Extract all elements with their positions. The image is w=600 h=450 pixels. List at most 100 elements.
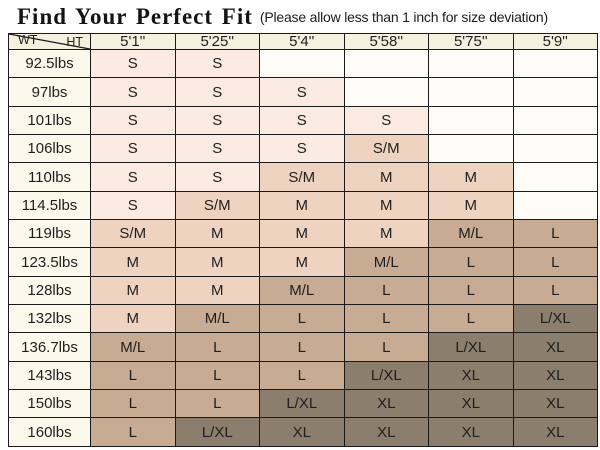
size-cell: L/XL: [174, 417, 260, 447]
size-cell: L: [428, 304, 514, 334]
page-title: Find Your Perfect Fit: [17, 3, 253, 29]
size-cell: XL: [259, 417, 345, 447]
size-cell: XL: [512, 360, 598, 391]
table-row: 160lbs L L/XL XL XL XL XL: [8, 417, 598, 447]
size-cell: S: [343, 105, 429, 136]
size-cell: L: [90, 360, 176, 391]
size-cell: L: [512, 219, 598, 249]
size-cell: S/M: [90, 219, 176, 249]
chart-header: Find Your Perfect Fit (Please allow less…: [0, 0, 600, 33]
corner-diagonal-line: [9, 34, 90, 49]
size-cell: L: [428, 247, 514, 277]
empty-cell: [512, 190, 598, 221]
table-row: 128lbs M M M/L L L L: [8, 275, 598, 306]
size-cell: XL: [428, 360, 514, 391]
weight-row-header: 110lbs: [8, 162, 91, 192]
size-cell: L: [90, 417, 176, 447]
size-cell: M: [259, 247, 345, 277]
weight-row-header: 123.5lbs: [8, 247, 91, 277]
table-row: 92.5lbs S S: [8, 48, 598, 79]
height-column-header: 5'58'': [343, 33, 429, 50]
size-cell: XL: [343, 417, 429, 447]
size-cell: L: [174, 389, 260, 419]
table-row: 101lbs S S S S: [8, 105, 598, 136]
weight-row-header: 92.5lbs: [8, 48, 91, 79]
weight-row-header: 136.7lbs: [8, 332, 91, 362]
size-cell: L: [512, 247, 598, 277]
weight-axis-label: WT: [18, 33, 38, 47]
weight-row-header: 128lbs: [8, 275, 91, 306]
size-cell: L: [428, 275, 514, 306]
table-row: 106lbs S S S S/M: [8, 134, 598, 164]
weight-row-header: 150lbs: [8, 389, 91, 419]
size-cell: L: [174, 332, 260, 362]
size-cell: L: [259, 332, 345, 362]
size-cell: M: [428, 162, 514, 192]
size-cell: S: [90, 77, 176, 107]
empty-cell: [512, 134, 598, 164]
size-cell: M: [343, 219, 429, 249]
size-cell: S: [90, 190, 176, 221]
size-cell: L/XL: [512, 304, 598, 334]
size-cell: M: [174, 247, 260, 277]
height-column-header: 5'9'': [512, 33, 598, 50]
size-cell: L: [259, 360, 345, 391]
size-cell: S: [90, 105, 176, 136]
size-cell: XL: [343, 389, 429, 419]
height-column-header: 5'1'': [90, 33, 176, 50]
size-cell: S: [174, 105, 260, 136]
empty-cell: [512, 162, 598, 192]
size-cell: XL: [512, 389, 598, 419]
size-cell: XL: [428, 389, 514, 419]
height-column-header: 5'25'': [174, 33, 260, 50]
table-row: 110lbs S S S/M M M: [8, 162, 598, 192]
table-row: 123.5lbs M M M M/L L L: [8, 247, 598, 277]
size-cell: M: [343, 190, 429, 221]
size-cell: S/M: [174, 190, 260, 221]
size-cell: M: [259, 190, 345, 221]
size-cell: L: [259, 304, 345, 334]
size-cell: S: [259, 134, 345, 164]
size-cell: S: [174, 77, 260, 107]
size-cell: M: [259, 219, 345, 249]
weight-row-header: 160lbs: [8, 417, 91, 447]
size-cell: S: [174, 162, 260, 192]
height-column-header: 5'4'': [259, 33, 345, 50]
size-cell: M: [343, 162, 429, 192]
size-cell: L/XL: [428, 332, 514, 362]
table-row: 114.5lbs S S/M M M M: [8, 190, 598, 221]
weight-row-header: 114.5lbs: [8, 190, 91, 221]
size-deviation-note: (Please allow less than 1 inch for size …: [259, 8, 548, 25]
size-cell: L: [343, 332, 429, 362]
empty-cell: [428, 134, 514, 164]
size-cell: M: [428, 190, 514, 221]
table-row: 150lbs L L L/XL XL XL XL: [8, 389, 598, 419]
size-cell: M: [90, 304, 176, 334]
weight-row-header: 101lbs: [8, 105, 91, 136]
weight-row-header: 132lbs: [8, 304, 91, 334]
size-cell: S/M: [343, 134, 429, 164]
size-cell: L/XL: [259, 389, 345, 419]
weight-row-header: 106lbs: [8, 134, 91, 164]
table-row: 143lbs L L L L/XL XL XL: [8, 360, 598, 391]
table-row: 119lbs S/M M M M M/L L: [8, 219, 598, 249]
size-cell: M/L: [428, 219, 514, 249]
size-cell: L: [343, 304, 429, 334]
size-cell: XL: [428, 417, 514, 447]
size-cell: M/L: [90, 332, 176, 362]
size-cell: M: [174, 219, 260, 249]
height-header-row: HT WT 5'1'' 5'25'' 5'4'' 5'58'' 5'75'' 5'9'': [8, 33, 598, 50]
size-cell: M: [90, 275, 176, 306]
height-axis-label: HT: [66, 35, 83, 49]
size-cell: S: [259, 77, 345, 107]
size-cell: XL: [512, 417, 598, 447]
table-row: 136.7lbs M/L L L L L/XL XL: [8, 332, 598, 362]
size-cell: L: [174, 360, 260, 391]
size-cell: XL: [512, 332, 598, 362]
empty-cell: [512, 48, 598, 79]
empty-cell: [512, 77, 598, 107]
height-column-header: 5'75'': [428, 33, 514, 50]
size-cell: M/L: [174, 304, 260, 334]
size-cell: S/M: [259, 162, 345, 192]
weight-row-header: 97lbs: [8, 77, 91, 107]
